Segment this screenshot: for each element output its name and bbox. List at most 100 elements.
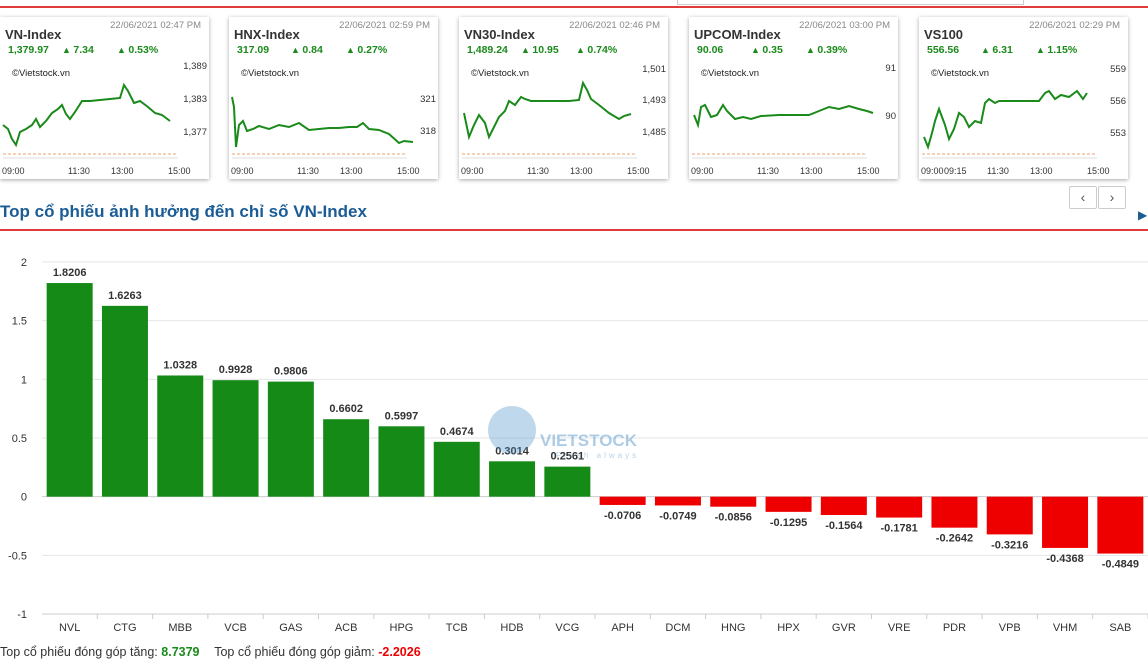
mini-watermark: ©Vietstock.vn [471,68,530,79]
up-arrow-icon: ▲ [291,45,303,55]
side-arrow-icon[interactable]: ▶ [1138,208,1148,222]
mini-sparkline [231,96,414,159]
y-tick-label: 2 [21,257,27,269]
mini-x-tick: 15:00 [397,166,420,176]
data-label: -0.1781 [880,523,917,535]
mini-value: 90.06 [697,44,724,56]
x-tick-label: HNG [721,622,745,634]
mini-change: ▲ 0.35 [751,44,783,56]
bar-acb [323,419,370,497]
mini-change: ▲ 0.84 [291,44,323,56]
data-label: 0.6602 [329,403,363,415]
up-arrow-icon: ▲ [981,45,993,55]
mini-chart-vn-index[interactable]: VN-Index 22/06/2021 02:47 PM 1,379.97 ▲ 7.3… [0,17,209,179]
mini-x-tick: 15:00 [857,166,880,176]
bar-hpx [765,496,812,512]
footer-up-value: 8.7379 [161,645,200,659]
data-label: 1.0328 [163,359,197,371]
mini-timestamp: 22/06/2021 02:59 PM [339,20,430,31]
up-arrow-icon: ▲ [346,45,358,55]
mini-title: UPCOM-Index [694,27,781,42]
bar-vcb [212,380,259,497]
data-label: -0.0706 [604,510,641,522]
watermark-text: VIETSTOCK [540,431,638,450]
mini-x-tick: 15:00 [627,166,650,176]
mini-y-tick: 556 [1110,96,1126,107]
index-line [923,89,1088,151]
bar-vre [876,496,923,518]
footer-down-value: -2.2026 [378,645,421,659]
mini-chart-vs100[interactable]: VS100 22/06/2021 02:29 PM 556.56 ▲ 6.31 ▲ 1.… [919,17,1128,179]
x-tick-label: HPX [777,622,800,634]
mini-title: VN30-Index [464,27,535,42]
mini-y-tick: 553 [1110,128,1126,139]
x-tick-label: SAB [1109,622,1131,634]
bar-sab [1097,496,1144,554]
index-line [693,103,874,129]
data-label: -0.3216 [991,539,1028,551]
x-tick-label: HDB [500,622,523,634]
mini-change: ▲ 7.34 [62,44,94,56]
bar-gvr [820,496,867,516]
mini-x-tick: 11:30 [757,166,779,176]
mini-x-tick: 11:30 [987,166,1009,176]
x-tick-label: GVR [832,622,856,634]
mini-title: VN-Index [5,27,62,42]
mini-watermark: ©Vietstock.vn [12,68,71,79]
y-tick-label: -1 [17,609,27,621]
data-label: -0.1295 [770,517,807,529]
mini-y-tick: 91 [885,63,896,74]
mini-y-tick: 1,377 [183,127,207,138]
footer-up-label: Top cổ phiếu đóng góp tăng: [0,645,158,659]
x-tick-label: NVL [59,622,80,634]
mini-x-tick: 09:00 [461,166,484,176]
section-title: Top cổ phiếu ảnh hưởng đến chỉ số VN-Ind… [0,202,367,221]
bar-dcm [654,496,701,506]
mini-value: 556.56 [927,44,960,56]
x-tick-label: MBB [168,622,192,634]
up-arrow-icon: ▲ [62,45,74,55]
data-label: -0.0856 [715,512,752,524]
x-tick-label: HPG [390,622,414,634]
y-tick-label: 0.5 [12,433,27,445]
bar-tcb [433,441,480,497]
bar-gas [267,381,314,497]
bar-vcg [544,466,591,497]
mini-watermark: ©Vietstock.vn [931,68,990,79]
x-tick-label: VPB [999,622,1021,634]
mini-chart-hnx-index[interactable]: HNX-Index 22/06/2021 02:59 PM 317.09 ▲ 0.84… [229,17,438,179]
bar-aph [599,496,646,505]
watermark-logo-icon [488,406,536,454]
mini-y-tick: 1,389 [183,61,207,72]
next-button[interactable]: › [1098,186,1126,209]
mini-x-tick: 09:00 [691,166,714,176]
mini-watermark: ©Vietstock.vn [701,68,760,79]
mini-x-tick: 15:00 [168,166,191,176]
mini-x-tick: 09:15 [944,166,967,176]
mini-chart-vn30-index[interactable]: VN30-Index 22/06/2021 02:46 PM 1,489.24 ▲ 1… [459,17,668,179]
x-tick-label: GAS [279,622,302,634]
x-tick-label: VHM [1053,622,1077,634]
up-arrow-icon: ▲ [806,45,818,55]
bar-hpg [378,426,425,497]
mini-x-tick: 13:00 [570,166,593,176]
up-arrow-icon: ▲ [117,45,129,55]
mini-chart-upcom-index[interactable]: UPCOM-Index 22/06/2021 03:00 PM 90.06 ▲ 0.3… [689,17,898,179]
data-label: -0.4368 [1046,553,1083,565]
data-label: -0.1564 [825,520,863,532]
mini-watermark: ©Vietstock.vn [241,68,300,79]
mini-change: ▲ 6.31 [981,44,1013,56]
watermark-tagline: Fresh always [556,451,639,460]
data-label: -0.2642 [936,533,973,545]
mini-timestamp: 22/06/2021 02:29 PM [1029,20,1120,31]
y-tick-label: 1 [21,374,27,386]
mini-y-tick: 559 [1110,64,1126,75]
prev-button[interactable]: ‹ [1069,186,1097,209]
bar-ctg [101,305,148,497]
data-label: -0.4849 [1102,559,1139,571]
mini-x-tick: 13:00 [340,166,363,176]
mini-y-tick: 1,493 [642,95,666,106]
mini-x-tick: 13:00 [111,166,134,176]
bar-nvl [46,283,93,497]
mini-percent: ▲ 0.39% [806,44,848,56]
